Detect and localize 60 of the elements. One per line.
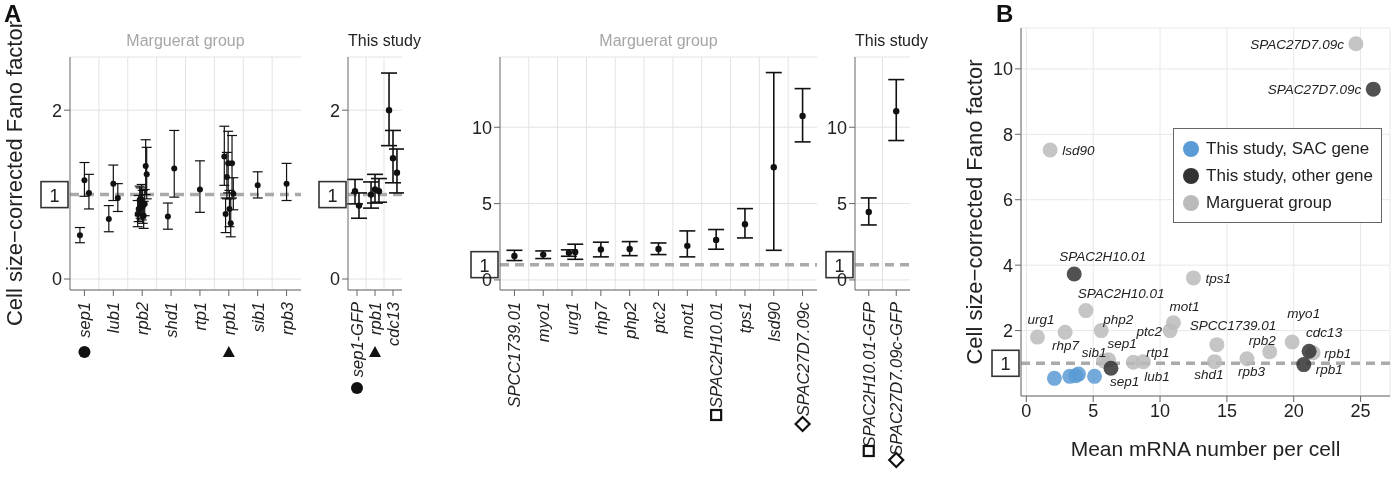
y-tick-label: 10 [471, 117, 492, 138]
x-tick-label: rhp7 [591, 301, 610, 336]
x-tick-label: rpb3 [277, 301, 296, 336]
x-tick-label: php2 [620, 302, 639, 340]
x-tick-label: 0 [1021, 400, 1032, 421]
x-tick-label: lub1 [104, 302, 123, 334]
y-tick-label: 5 [481, 193, 492, 214]
x-tick-label: SPAC2H10.01-GFP [859, 302, 878, 448]
y-tick-label: 10 [826, 117, 847, 138]
y-tick-label: 2 [329, 100, 340, 121]
x-tick-label: tps1 [735, 302, 754, 334]
x-tick-label: sep1-GFP [348, 302, 366, 378]
x-tick-label: rpb2 [133, 302, 152, 336]
ref-line-label: 1 [327, 185, 338, 206]
x-tick-label: 10 [1150, 400, 1171, 421]
x-tick-label: cdc13 [384, 301, 402, 347]
y-tick-label: 8 [1002, 124, 1013, 145]
x-tick-label: sib1 [248, 302, 267, 333]
chart-title: Marguerat group [125, 32, 246, 50]
ref-line-label: 1 [49, 185, 60, 206]
x-tick-label: urg1 [563, 302, 582, 336]
y-tick-label: 2 [1002, 320, 1013, 341]
annotation: SPAC27D7.09c [1267, 82, 1362, 98]
y-tick-label: 5 [836, 193, 847, 214]
chart-title: This study [348, 32, 421, 50]
x-tick-label: sep1 [75, 302, 94, 338]
legend-label: This study, other gene [1206, 165, 1373, 186]
annotation: tps1 [1205, 270, 1231, 286]
y-tick-label: 10 [992, 59, 1013, 80]
x-tick-label: 25 [1350, 400, 1371, 421]
x-tick-label: 5 [1088, 400, 1099, 421]
annotation: SPAC2H10.01 [1059, 248, 1147, 264]
legend-label: Marguerat group [1206, 192, 1332, 213]
annotation: SPAC27D7.09c [1250, 36, 1345, 52]
annotation: SPAC2H10.01 [1077, 285, 1165, 301]
x-tick-label: SPAC27D7.09c-GFP [887, 302, 906, 456]
x-tick-label: SPAC27D7.09c [793, 301, 812, 417]
x-tick-label: 20 [1283, 400, 1304, 421]
chart-title: This study [855, 32, 928, 50]
x-tick-label: ptc2 [649, 302, 668, 335]
x-tick-label: shd1 [162, 302, 181, 338]
y-tick-label: 4 [1002, 255, 1013, 276]
x-tick-label: rtp1 [190, 302, 209, 331]
legend-label: This study, SAC gene [1206, 138, 1370, 159]
y-tick-label: 2 [51, 100, 62, 121]
x-tick-label: lsd90 [764, 301, 783, 342]
x-tick-label: 15 [1216, 400, 1237, 421]
chart-title: Marguerat group [598, 32, 719, 50]
x-axis-title: Mean mRNA number per cell [1070, 437, 1341, 460]
x-tick-label: rpb1 [219, 302, 238, 336]
x-tick-label: rpb1 [366, 302, 384, 336]
x-tick-label: SPCC1739.01 [505, 302, 524, 408]
y-tick-label: 6 [1002, 190, 1013, 211]
annotation: lsd90 [1062, 143, 1095, 159]
ref-line-label: 1 [1000, 354, 1011, 375]
x-tick-label: mot1 [678, 302, 697, 339]
y-axis-title: Cell size−corrected Fano factor [961, 59, 987, 365]
text: B [996, 0, 1014, 28]
x-tick-label: myo1 [534, 302, 553, 343]
x-tick-label: SPAC2H10.01 [707, 302, 726, 409]
